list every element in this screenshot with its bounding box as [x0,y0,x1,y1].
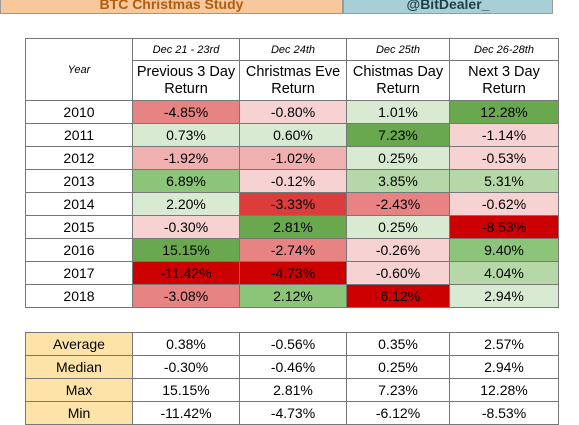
return-cell: -1.02% [239,146,347,170]
return-cell: -4.85% [132,100,240,124]
column-header-christmas-day: Chistmas Day Return [346,60,450,101]
column-header-previous-3-day: Previous 3 Day Return [132,60,240,101]
return-cell: 0.25% [346,146,450,170]
table-row: 2012 -1.92% -1.02% 0.25% -0.53% [25,146,559,170]
return-cell: 15.15% [132,238,240,262]
stat-value: -0.30% [132,355,240,379]
return-cell: -0.12% [239,169,347,193]
return-cell: -0.62% [449,192,559,216]
return-cell: 1.01% [346,100,450,124]
return-cell: -2.43% [346,192,450,216]
year-cell: 2012 [25,146,133,170]
column-header-next-3-day: Next 3 Day Return [449,60,559,101]
return-cell: 6.89% [132,169,240,193]
summary-stats-table: Average 0.38% -0.56% 0.35% 2.57% Median … [25,332,559,425]
stat-value: 2.81% [239,378,347,402]
return-cell: 2.81% [239,215,347,239]
return-cell: 0.25% [346,215,450,239]
return-cell: 2.20% [132,192,240,216]
return-cell: -8.53% [449,215,559,239]
year-cell: 2018 [25,284,133,308]
return-cell: -0.60% [346,261,450,285]
stats-row-average: Average 0.38% -0.56% 0.35% 2.57% [25,332,559,356]
return-cell: -6.12% [346,284,450,308]
year-cell: 2016 [25,238,133,262]
year-cell: 2015 [25,215,133,239]
stat-value: 2.57% [449,332,559,356]
date-range-next-3-day: Dec 26-28th [449,38,559,61]
return-cell: -11.42% [132,261,240,285]
stat-value: -4.73% [239,401,347,425]
date-range-christmas-eve: Dec 24th [239,38,347,61]
return-cell: -0.30% [132,215,240,239]
table-row: 2011 0.73% 0.60% 7.23% -1.14% [25,123,559,147]
table-row: 2015 -0.30% 2.81% 0.25% -8.53% [25,215,559,239]
column-label-row: Previous 3 Day Return Christmas Eve Return… [26,60,559,101]
table-row: 2010 -4.85% -0.80% 1.01% 12.28% [25,100,559,124]
stats-row-max: Max 15.15% 2.81% 7.23% 12.28% [25,378,559,402]
return-cell: 5.31% [449,169,559,193]
return-cell: -0.53% [449,146,559,170]
date-range-row: Year Dec 21 - 23rd Dec 24th Dec 25th Dec… [25,38,559,101]
table-row: 2018 -3.08% 2.12% -6.12% 2.94% [25,284,559,308]
return-cell: 12.28% [449,100,559,124]
table-row: 2013 6.89% -0.12% 3.85% 5.31% [25,169,559,193]
stat-value: 15.15% [132,378,240,402]
stats-row-min: Min -11.42% -4.73% -6.12% -8.53% [25,401,559,425]
stat-value: -11.42% [132,401,240,425]
stat-value: 2.94% [449,355,559,379]
year-header: Year [25,38,133,101]
year-cell: 2011 [25,123,133,147]
stat-label: Average [25,332,133,356]
year-cell: 2014 [25,192,133,216]
return-cell: -0.26% [346,238,450,262]
study-title: BTC Christmas Study [0,0,343,14]
return-cell: 9.40% [449,238,559,262]
stat-value: 7.23% [346,378,450,402]
return-cell: 2.12% [239,284,347,308]
stat-label: Min [25,401,133,425]
stat-value: -0.46% [239,355,347,379]
date-range-christmas-day: Dec 25th [346,38,450,61]
table-row: 2014 2.20% -3.33% -2.43% -0.62% [25,192,559,216]
return-cell: -1.14% [449,123,559,147]
stat-value: 0.38% [132,332,240,356]
stat-value: 0.35% [346,332,450,356]
stat-label: Median [25,355,133,379]
author-handle: @BitDealer_ [343,0,553,14]
stat-value: -8.53% [449,401,559,425]
stat-value: -6.12% [346,401,450,425]
year-cell: 2010 [25,100,133,124]
stat-label: Max [25,378,133,402]
year-cell: 2013 [25,169,133,193]
return-cell: 4.04% [449,261,559,285]
return-cell: -3.33% [239,192,347,216]
table-row: 2017 -11.42% -4.73% -0.60% 4.04% [25,261,559,285]
column-header-christmas-eve: Christmas Eve Return [239,60,347,101]
stats-row-median: Median -0.30% -0.46% 0.25% 2.94% [25,355,559,379]
return-cell: -1.92% [132,146,240,170]
return-cell: 3.85% [346,169,450,193]
return-cell: 0.60% [239,123,347,147]
date-range-previous-3-day: Dec 21 - 23rd [132,38,240,61]
return-cell: -2.74% [239,238,347,262]
return-cell: -0.80% [239,100,347,124]
return-cell: 2.94% [449,284,559,308]
table-row: 2016 15.15% -2.74% -0.26% 9.40% [25,238,559,262]
return-cell: -3.08% [132,284,240,308]
return-cell: 0.73% [132,123,240,147]
stat-value: 12.28% [449,378,559,402]
returns-table: Year Dec 21 - 23rd Dec 24th Dec 25th Dec… [25,38,559,308]
return-cell: 7.23% [346,123,450,147]
year-cell: 2017 [25,261,133,285]
stat-value: -0.56% [239,332,347,356]
return-cell: -4.73% [239,261,347,285]
stat-value: 0.25% [346,355,450,379]
